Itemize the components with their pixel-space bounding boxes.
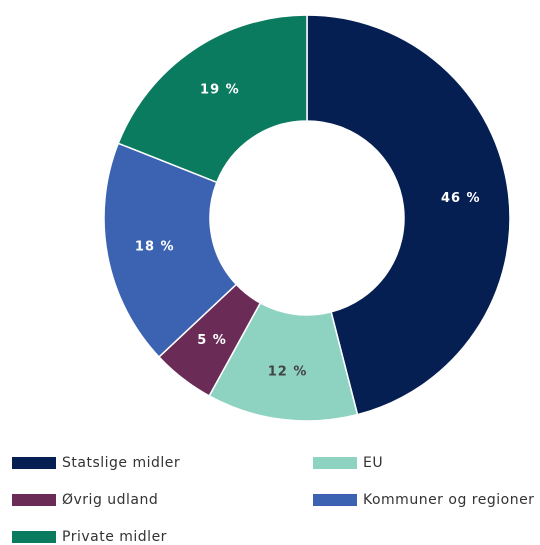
donut-slice: [103, 142, 238, 359]
legend-swatch: [12, 531, 56, 543]
slice-label: 46 %: [441, 191, 481, 206]
legend-label: Øvrig udland: [62, 492, 158, 508]
legend-swatch: [313, 494, 357, 506]
donut-slice: [117, 14, 308, 184]
legend-label: Private midler: [62, 529, 167, 545]
slice-label: 12 %: [268, 364, 308, 379]
slice-label: 18 %: [135, 240, 175, 255]
legend-swatch: [12, 457, 56, 469]
legend-label: Kommuner og regioner: [363, 492, 534, 508]
slice-label: 19 %: [200, 82, 240, 97]
donut-slice: [306, 14, 511, 416]
legend-label: EU: [363, 455, 383, 471]
legend-label: Statslige midler: [62, 455, 180, 471]
legend-swatch: [313, 457, 357, 469]
legend-swatch: [12, 494, 56, 506]
slice-label: 5 %: [197, 333, 227, 348]
